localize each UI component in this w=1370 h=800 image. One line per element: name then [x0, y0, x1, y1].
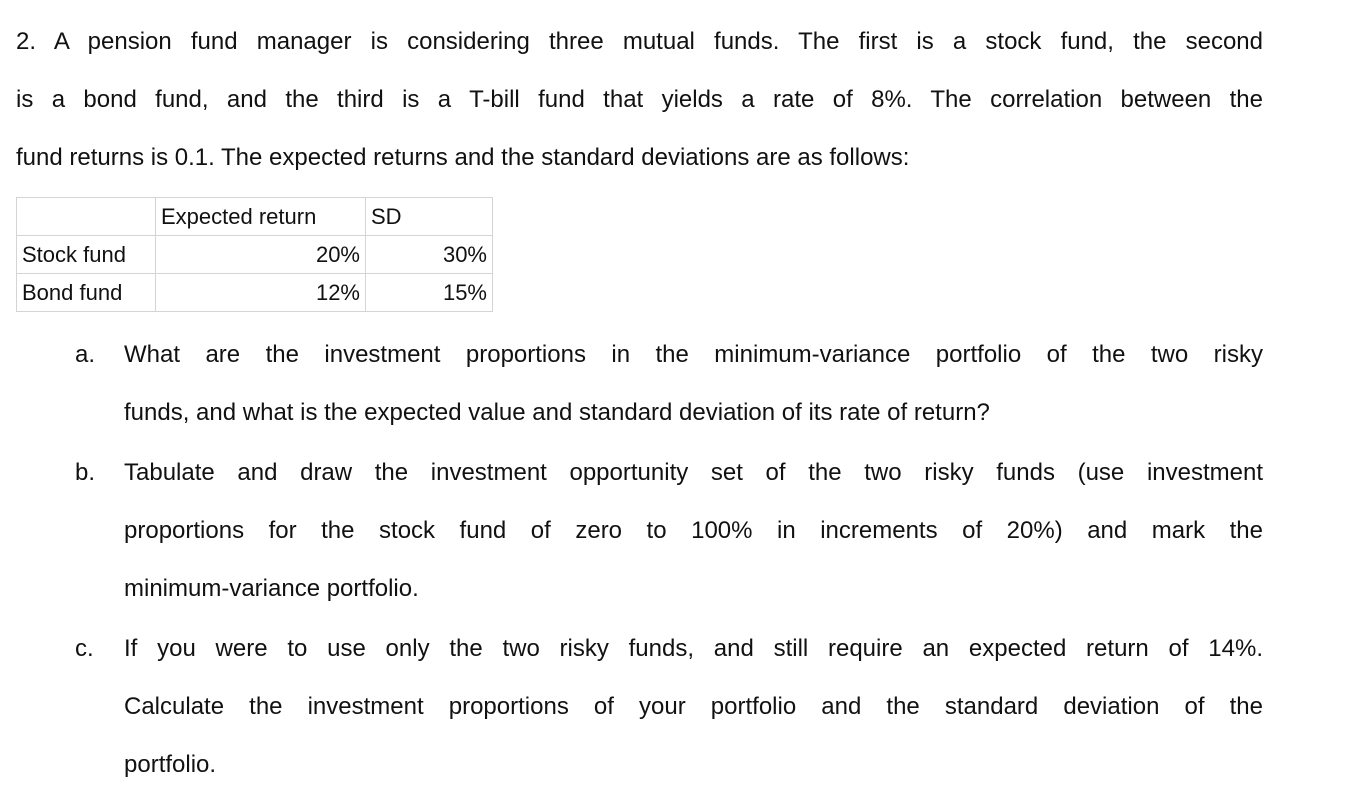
- question-line: What are the investment proportions in t…: [124, 341, 1263, 368]
- question-line: Calculate the investment proportions of …: [124, 693, 1263, 720]
- table-header-row: Expected return SD: [16, 197, 493, 236]
- table-header-cell: Expected return: [155, 197, 366, 236]
- paragraph-line: fund returns is 0.1. The expected return…: [16, 144, 910, 171]
- table-row: Bond fund 12% 15%: [16, 273, 493, 312]
- question-label: c.: [75, 635, 94, 662]
- question-line: proportions for the stock fund of zero t…: [124, 517, 1263, 544]
- paragraph-line: 2. A pension fund manager is considering…: [16, 28, 1263, 55]
- table-row: Stock fund 20% 30%: [16, 235, 493, 274]
- question-line: minimum-variance portfolio.: [124, 575, 419, 602]
- table-cell: 15%: [365, 273, 493, 312]
- table-cell: 12%: [155, 273, 366, 312]
- table-header-cell: SD: [365, 197, 493, 236]
- question-line: funds, and what is the expected value an…: [124, 399, 990, 426]
- paragraph-line: is a bond fund, and the third is a T-bil…: [16, 86, 1263, 113]
- question-label: a.: [75, 341, 96, 368]
- question-line: portfolio.: [124, 751, 217, 778]
- row-label: Bond fund: [16, 273, 156, 312]
- question-line: If you were to use only the two risky fu…: [124, 635, 1263, 662]
- question-line: Tabulate and draw the investment opportu…: [124, 459, 1263, 486]
- table-cell: 20%: [155, 235, 366, 274]
- table-cell: 30%: [365, 235, 493, 274]
- row-label: Stock fund: [16, 235, 156, 274]
- table-cell: [16, 197, 156, 236]
- data-table: Expected return SD Stock fund 20% 30% Bond fu…: [16, 197, 493, 312]
- question-label: b.: [75, 459, 96, 486]
